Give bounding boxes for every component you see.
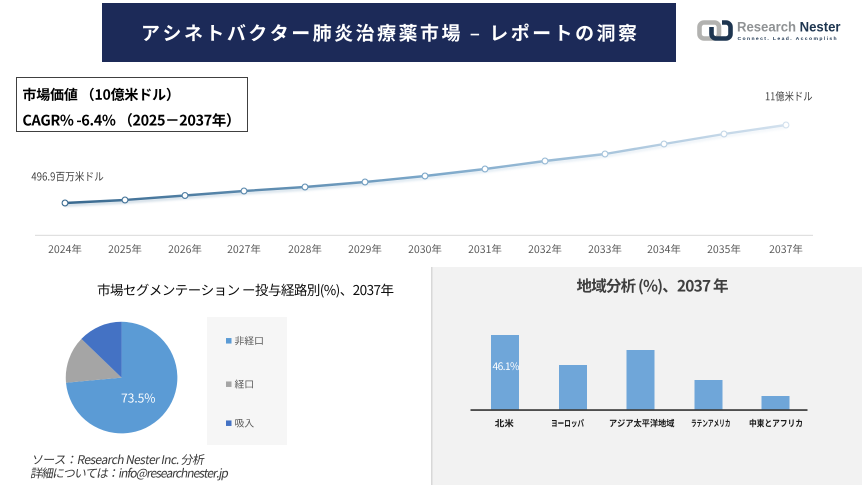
- svg-text:Research Nester: Research Nester: [737, 20, 841, 36]
- svg-text:Connect. Lead. Accomplish: Connect. Lead. Accomplish: [738, 36, 839, 42]
